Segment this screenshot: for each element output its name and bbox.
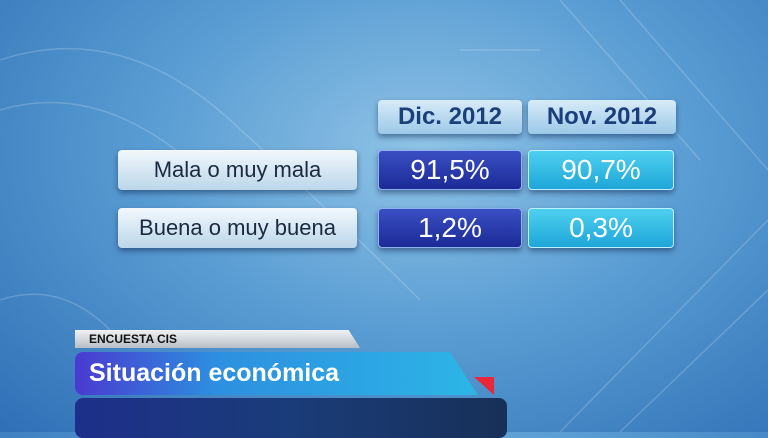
cell-mala-nov: 90,7%: [528, 150, 674, 190]
column-header-dic-2012: Dic. 2012: [378, 100, 522, 134]
row-label-buena: Buena o muy buena: [118, 208, 357, 248]
cell-buena-nov: 0,3%: [528, 208, 674, 248]
lower-third-panel: [75, 398, 507, 438]
cell-buena-dic: 1,2%: [378, 208, 522, 248]
row-label-mala: Mala o muy mala: [118, 150, 357, 190]
column-header-nov-2012: Nov. 2012: [528, 100, 676, 134]
lower-third-tag: ENCUESTA CIS: [75, 330, 360, 348]
cell-mala-dic: 91,5%: [378, 150, 522, 190]
lower-third-title: Situación económica: [75, 352, 478, 395]
